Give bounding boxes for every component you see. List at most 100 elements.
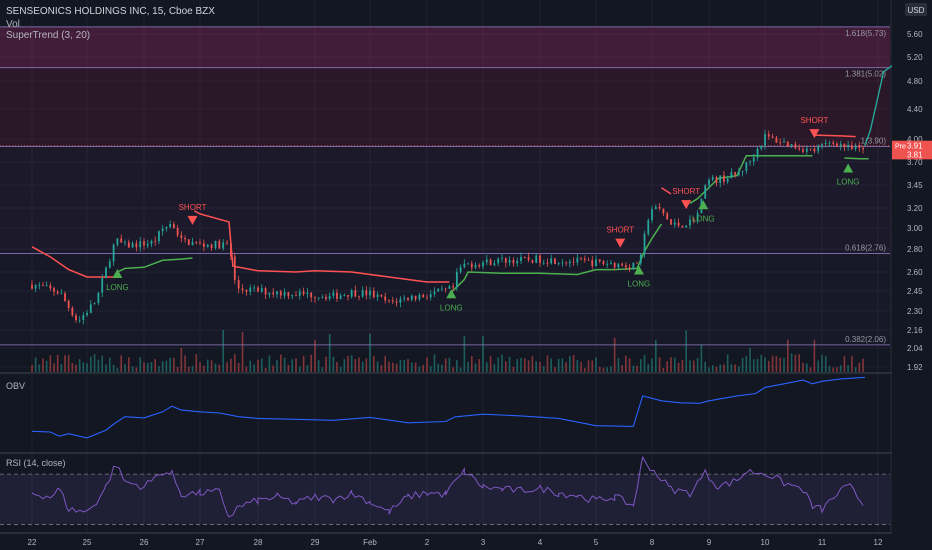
price-tick-label: 5.20: [907, 53, 923, 62]
supertrend-indicator-label[interactable]: SuperTrend (3, 20): [6, 30, 90, 41]
price-axis[interactable]: 1.92 2.04 2.16 2.30 2.45 2.60 2.80 3.00 3.20 3.45…: [892, 0, 932, 550]
volume-bar: [595, 357, 597, 372]
volume-bar: [161, 361, 164, 372]
volume-bar: [456, 360, 458, 372]
pre-price-badge[interactable]: [892, 140, 932, 151]
candle-body: [715, 177, 718, 183]
candle-body: [760, 145, 763, 149]
volume-bar: [847, 365, 849, 372]
long-signal-arrow: [698, 200, 709, 210]
volume-bar: [78, 359, 81, 372]
volume-bar: [230, 358, 232, 372]
candle-body: [429, 294, 432, 298]
volume-bar: [272, 365, 274, 372]
volume-bar: [576, 360, 579, 372]
candle-body: [504, 257, 507, 263]
candle-body: [158, 231, 160, 242]
volume-bar: [527, 360, 530, 372]
volume-bar: [336, 361, 338, 372]
candle-body: [617, 263, 620, 268]
candle-body: [455, 271, 458, 288]
candle-body: [752, 157, 755, 162]
volume-bar: [787, 339, 789, 372]
volume-bar: [184, 355, 186, 372]
candle-body: [131, 243, 134, 248]
volume-bar: [501, 354, 503, 372]
volume-bar: [693, 360, 695, 372]
candle-body: [606, 263, 609, 265]
volume-bar: [554, 367, 556, 372]
candle-body: [764, 134, 766, 146]
volume-bar: [314, 340, 316, 372]
candle-body: [843, 143, 846, 148]
fib-zone: [0, 146, 890, 254]
volume-bar: [817, 360, 819, 372]
volume-bar: [569, 356, 571, 372]
volume-bar: [139, 357, 141, 372]
candle-body: [49, 285, 52, 289]
obv-indicator-label[interactable]: OBV: [6, 381, 25, 391]
volume-bar: [580, 361, 582, 372]
fib-label: 1.381(5.02): [845, 70, 886, 79]
volume-bar: [602, 367, 605, 372]
volume-bar: [82, 362, 85, 372]
supertrend-segment: [194, 210, 450, 283]
volume-bar: [339, 367, 342, 372]
candle-body: [824, 142, 827, 145]
candle-body: [459, 267, 462, 272]
supertrend-segment: [117, 257, 193, 273]
candle-body: [809, 148, 812, 150]
candle-body: [403, 297, 406, 299]
price-axis-bg: [892, 0, 932, 550]
candle-body: [86, 312, 88, 316]
volume-bar: [726, 354, 729, 372]
candle-body: [391, 300, 394, 302]
candle-body: [568, 261, 571, 264]
long-signal-arrow: [843, 163, 854, 173]
candle-body: [154, 240, 157, 242]
rsi-indicator-label[interactable]: RSI (14, close): [6, 458, 66, 468]
candle-body: [253, 287, 256, 289]
time-tick-label: 25: [83, 538, 92, 547]
volume-bar: [395, 363, 398, 372]
volume-bar: [295, 358, 297, 372]
volume-bar: [426, 357, 428, 372]
candle-body: [350, 290, 353, 297]
fib-zone: [0, 26, 890, 68]
candle-body: [384, 296, 387, 301]
time-tick-label: 8: [650, 538, 655, 547]
time-tick-label: 12: [874, 538, 883, 547]
candle-body: [546, 262, 549, 264]
candle-body: [237, 280, 240, 289]
vol-indicator-label[interactable]: Vol: [6, 19, 20, 30]
candle-body: [741, 170, 744, 172]
candle-body: [105, 267, 107, 279]
candle-body: [328, 295, 331, 299]
price-tick-label: 2.16: [907, 326, 923, 335]
rsi-pane[interactable]: 40.0060.0080.00: [0, 455, 928, 525]
candle-body: [325, 296, 327, 299]
candle-body: [591, 260, 594, 267]
candle-body: [321, 296, 324, 298]
volume-bar: [625, 355, 627, 372]
supertrend-segment: [31, 246, 116, 278]
candle-body: [75, 315, 77, 320]
volume-bar: [31, 365, 33, 372]
time-axis[interactable]: 22 25 26 27 28 29 Feb 2 3 4 5 8 9 10 11 12: [28, 538, 883, 547]
rsi-line: [31, 455, 864, 518]
volume-bar: [628, 358, 631, 372]
volume-bar: [839, 365, 842, 372]
candle-body: [339, 295, 342, 299]
volume-bar: [199, 362, 201, 372]
currency-badge[interactable]: USD: [905, 3, 927, 16]
supertrend-lines: [31, 134, 869, 293]
pre-price-value: 3.91: [907, 142, 923, 151]
volume-bar: [520, 357, 522, 372]
candle-body: [347, 295, 349, 297]
volume-bar: [268, 355, 271, 372]
supertrend-segment: [814, 134, 856, 138]
last-price-badge[interactable]: [892, 149, 932, 160]
volume-bar: [587, 360, 590, 372]
volume-bar: [245, 366, 248, 372]
